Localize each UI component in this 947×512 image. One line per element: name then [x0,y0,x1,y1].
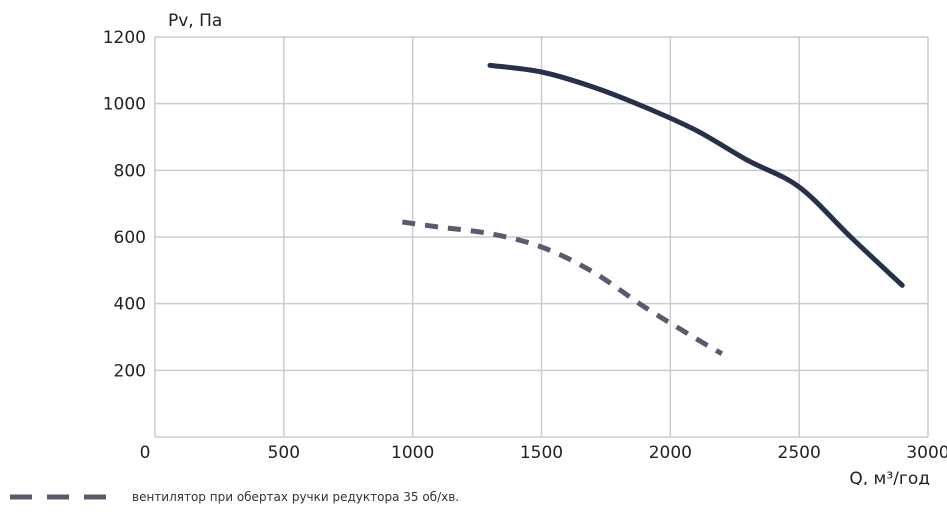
tick-labels: 0 500 1000 1500 2000 2500 3000 200 400 600 800 1000… [103,28,947,463]
x-tick-label: 0 [140,443,151,463]
fan-performance-chart: 0 500 1000 1500 2000 2500 3000 200 400 600 800 1000… [103,11,947,485]
solid-series-line [487,62,905,288]
y-tick-label: 1000 [103,95,146,115]
y-tick-label: 600 [114,228,146,248]
legend-label: вентилятор при обертах ручки редуктора 3… [132,490,460,504]
grid [154,36,929,438]
x-tick-label: 3000 [906,443,947,463]
x-tick-label: 500 [268,443,300,463]
x-tick-label: 2500 [778,443,821,463]
x-tick-label: 1500 [520,443,563,463]
x-tick-label: 2000 [649,443,692,463]
x-tick-label: 1000 [391,443,434,463]
y-tick-label: 1200 [103,28,146,48]
y-tick-label: 400 [114,295,146,315]
dashed-series-line [402,219,724,356]
legend: вентилятор при обертах ручки редуктора 3… [10,488,459,506]
y-tick-label: 800 [114,161,146,181]
legend-dashed-line-swatch [10,494,120,500]
x-axis-title: Q, м³/год [849,469,930,485]
y-axis-title: Pv, Па [168,11,222,31]
y-tick-label: 200 [114,361,146,381]
series-layer [402,62,905,356]
